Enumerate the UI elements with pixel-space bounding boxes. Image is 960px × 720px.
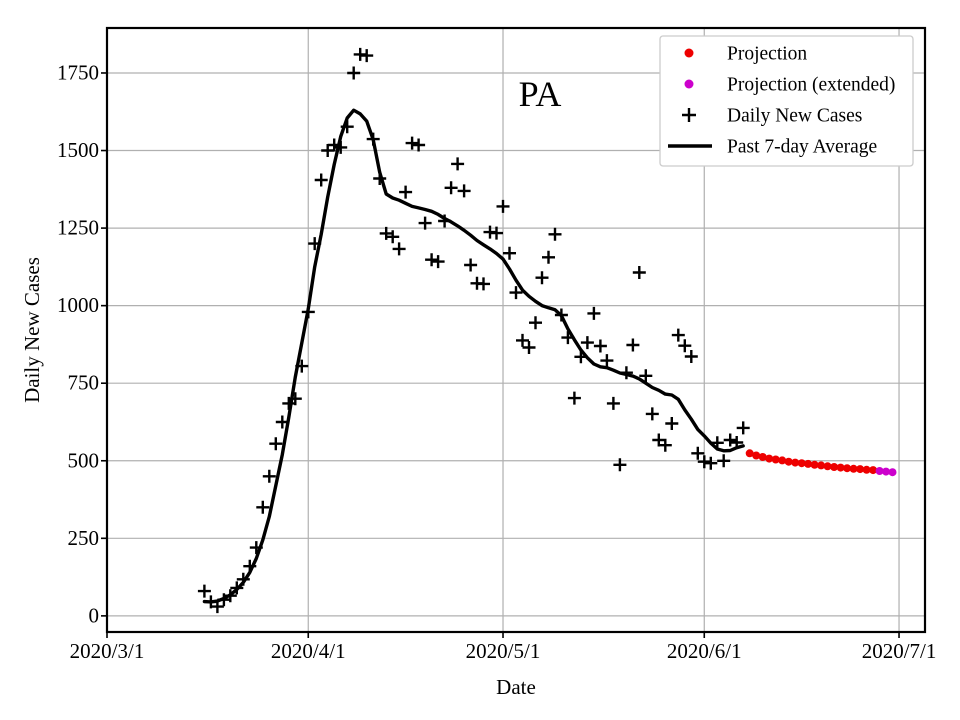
y-tick-label: 250: [68, 526, 100, 550]
x-tick-label: 2020/3/1: [70, 639, 145, 663]
plot-annotation-state: PA: [519, 74, 562, 114]
projection-dot: [836, 463, 845, 472]
legend-item-daily-new-cases: Daily New Cases: [682, 106, 862, 127]
legend-label: Projection (extended): [727, 75, 895, 96]
projection-dot: [882, 467, 890, 476]
legend-label: Daily New Cases: [727, 106, 862, 127]
x-tick-label: 2020/6/1: [667, 639, 742, 663]
projection-dot: [745, 449, 754, 458]
legend-label: Past 7-day Average: [727, 137, 877, 158]
y-tick-label: 1500: [57, 138, 99, 162]
projection-dot: [856, 465, 865, 474]
x-tick-label: 2020/4/1: [271, 639, 346, 663]
legend-item-projection-extended: Projection (extended): [684, 75, 895, 96]
y-tick-label: 1750: [57, 60, 99, 84]
projection-dot: [778, 456, 787, 465]
series-daily-new-cases: [197, 47, 750, 614]
projection-dot: [888, 468, 897, 477]
projection-dot: [791, 458, 800, 467]
y-axis-label: Daily New Cases: [20, 257, 44, 403]
legend-dot-marker: [684, 48, 694, 58]
y-tick-label: 1000: [57, 293, 99, 317]
x-tick-label: 2020/7/1: [862, 639, 937, 663]
legend: Projection Projection (extended) Daily New…: [659, 35, 914, 167]
projection-dot: [765, 454, 774, 463]
projection-dot: [797, 459, 806, 468]
y-tick-label: 0: [89, 603, 100, 627]
x-tick-label: 2020/5/1: [466, 639, 541, 663]
series-past-7-day-average: [202, 108, 745, 604]
projection-dot: [875, 467, 884, 475]
plus-markers: [197, 47, 750, 614]
projection-dot: [869, 466, 878, 475]
projection-dot: [843, 464, 852, 473]
legend-plus-marker: [682, 108, 696, 122]
projection-dot: [810, 460, 819, 469]
legend-item-past-7-day-average: Past 7-day Average: [668, 137, 877, 158]
plot-border: [105, 26, 927, 634]
projection-dot: [849, 464, 858, 473]
projection-dot: [758, 453, 767, 461]
projection-dot: [823, 462, 832, 471]
series-projection: [745, 449, 878, 475]
x-axis-label: Date: [496, 675, 536, 699]
legend-label: Projection: [727, 44, 807, 65]
legend-item-projection: Projection: [684, 44, 807, 65]
projection-dot: [784, 457, 793, 466]
y-tick-label: 1250: [57, 216, 99, 240]
average-line: [202, 108, 745, 604]
projection-dot: [830, 463, 839, 471]
data-series: [197, 47, 897, 614]
legend-box: [659, 35, 914, 167]
projection-dot: [817, 461, 826, 470]
projection-dot: [804, 459, 813, 468]
y-tick-label: 500: [68, 448, 100, 472]
y-tick-label: 750: [68, 371, 100, 395]
series-projection-extended: [875, 467, 897, 477]
projection-dot: [862, 465, 871, 474]
projection-dot: [771, 455, 780, 464]
projection-dot: [752, 451, 761, 460]
legend-dot-marker: [684, 79, 694, 89]
axis-ticks: 0 250 500 750 1000 1250 1500 1750 2020/3/1 2020/4…: [57, 60, 936, 663]
